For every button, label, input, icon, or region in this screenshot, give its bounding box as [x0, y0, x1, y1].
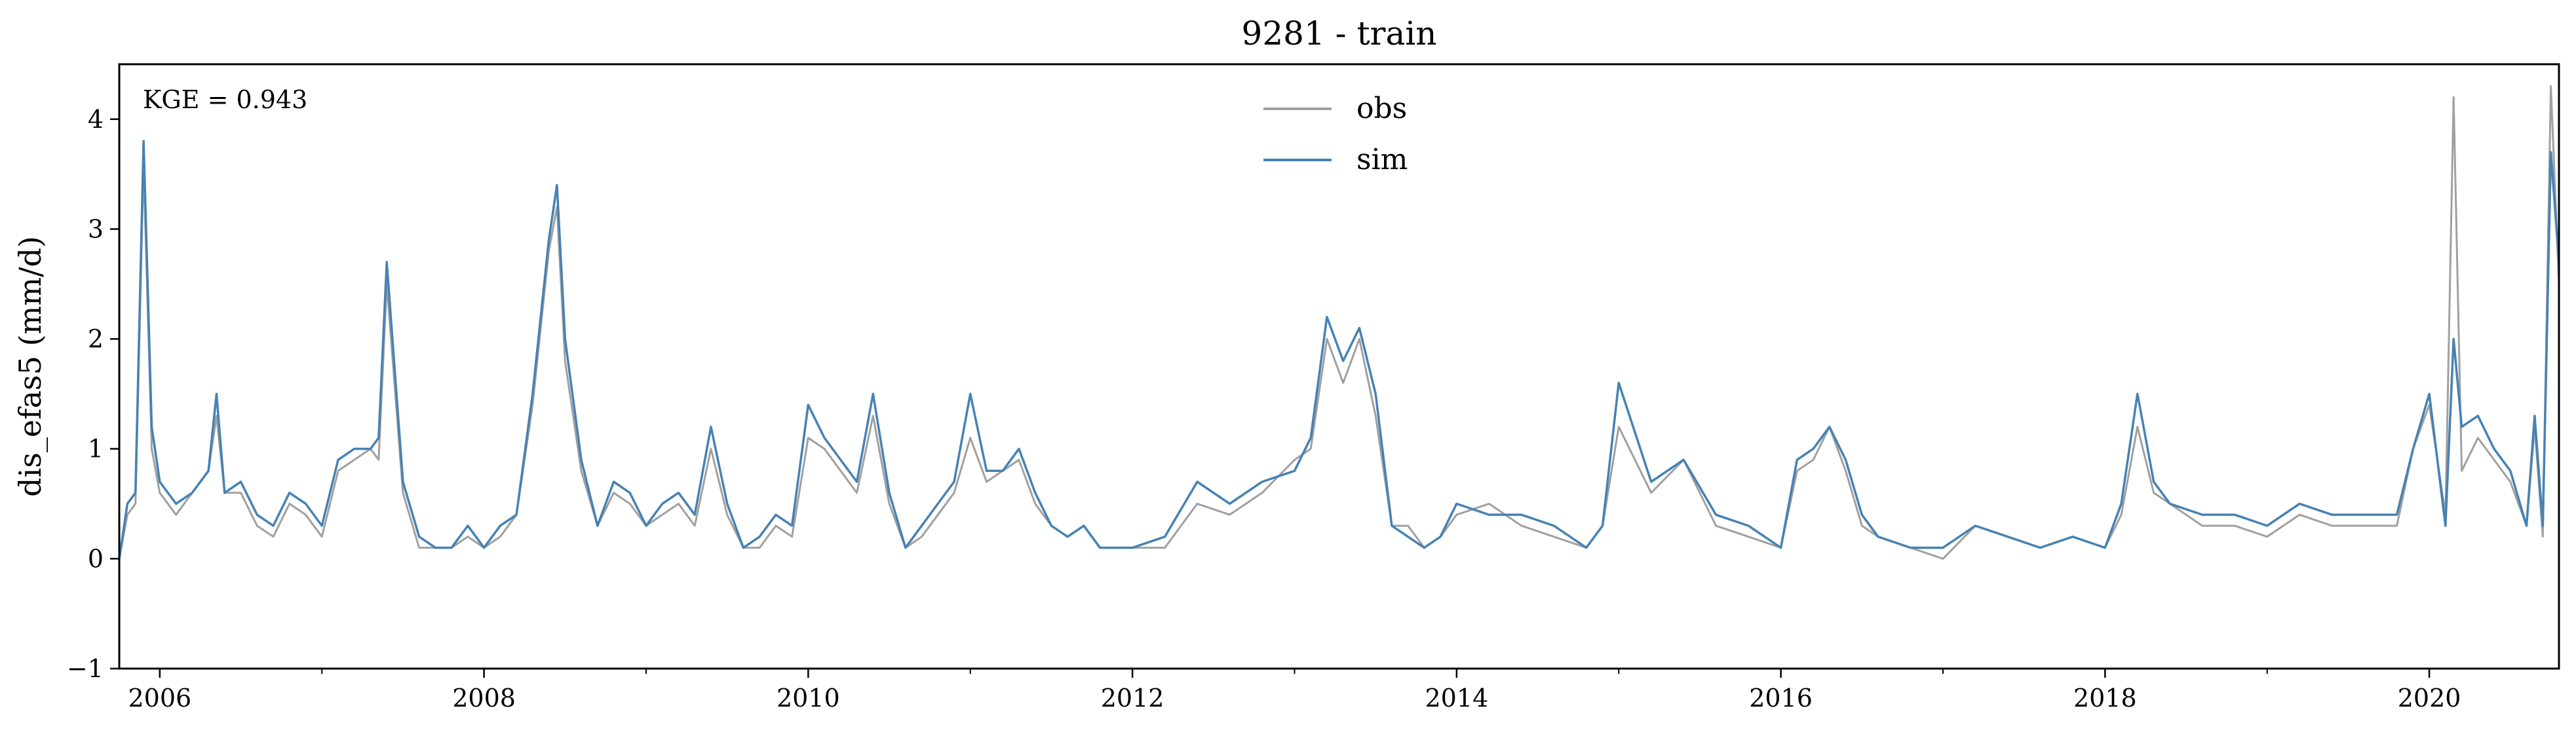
series-line-obs — [118, 85, 2560, 560]
x-tick-label: 2016 — [1749, 684, 1813, 713]
y-tick-label: 0 — [88, 544, 104, 573]
x-tick-label: 2008 — [452, 684, 516, 713]
y-tick-label: 4 — [88, 105, 104, 134]
y-tick-label: 3 — [88, 214, 104, 243]
y-axis-label: dis_efas5 (mm/d) — [12, 236, 48, 497]
kge-annotation: KGE = 0.943 — [143, 85, 307, 114]
x-tick-label: 2012 — [1101, 684, 1164, 713]
x-tick-label: 2014 — [1425, 684, 1488, 713]
y-tick-label: 1 — [88, 435, 104, 463]
series-line-sim — [118, 140, 2560, 559]
x-axis-ticks: 2006 2008 2010 2012 2014 2016 2018 2020 — [128, 669, 2461, 713]
legend-label-obs: obs — [1356, 92, 1407, 125]
plot-frame — [118, 63, 2560, 670]
chart-title: 9281 - train — [1242, 14, 1437, 52]
x-tick-label: 2018 — [2073, 684, 2137, 713]
x-tick-label: 2006 — [128, 684, 191, 713]
legend-label-sim: sim — [1356, 143, 1408, 176]
plot-lines — [118, 85, 2560, 560]
legend: obs sim — [1263, 92, 1408, 176]
x-tick-label: 2010 — [777, 684, 840, 713]
x-tick-label: 2020 — [2398, 684, 2461, 713]
y-tick-label: −1 — [67, 654, 104, 683]
y-tick-label: 2 — [88, 324, 104, 353]
y-axis-ticks: −1 0 1 2 3 4 — [67, 105, 119, 683]
